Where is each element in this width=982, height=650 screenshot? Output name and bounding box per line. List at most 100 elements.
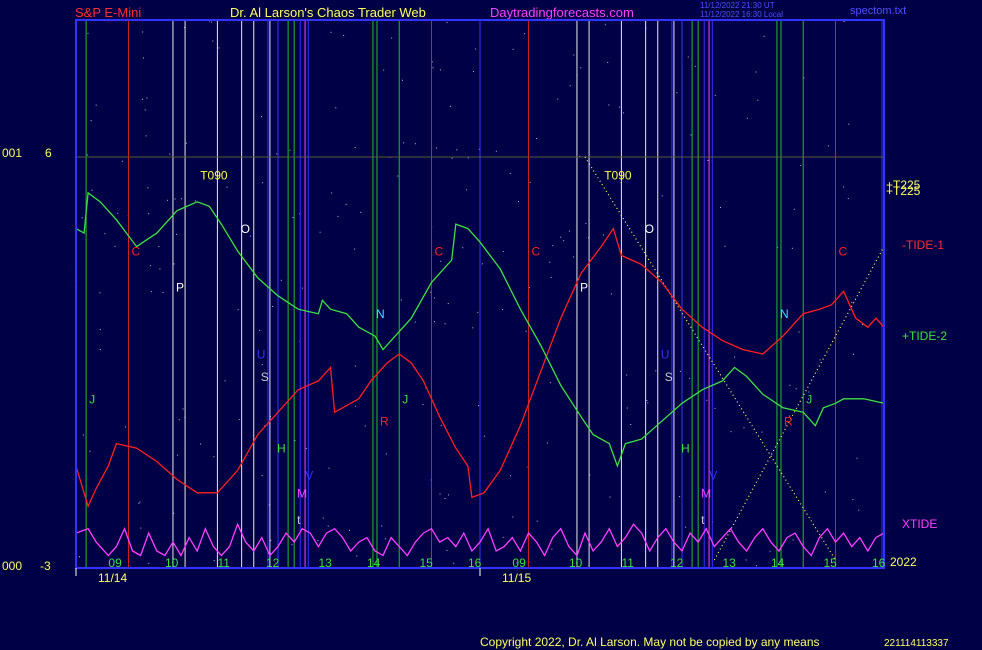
event-label-22: H xyxy=(681,442,690,456)
background-dot xyxy=(90,120,92,122)
background-dot xyxy=(158,246,160,248)
background-dot xyxy=(169,153,171,155)
background-dot xyxy=(724,245,726,247)
background-dot xyxy=(793,208,795,210)
background-dot xyxy=(142,57,144,59)
background-dot xyxy=(481,263,483,265)
background-dot xyxy=(177,454,179,456)
site-link[interactable]: Daytradingforecasts.com xyxy=(490,5,634,20)
background-dot xyxy=(589,474,591,476)
background-dot xyxy=(509,475,511,477)
trend-label-t225-a: +T225 xyxy=(886,178,921,192)
y-bottom-value: -3 xyxy=(40,559,51,573)
hour-tick-label: 09 xyxy=(512,556,526,570)
background-dot xyxy=(769,550,771,552)
background-dot xyxy=(174,198,176,200)
background-dot xyxy=(795,388,797,390)
event-label-10: N xyxy=(376,307,385,321)
background-dot xyxy=(117,212,119,214)
background-dot xyxy=(446,549,448,551)
hour-tick-label: 10 xyxy=(165,556,179,570)
background-dot xyxy=(226,186,228,188)
background-dot xyxy=(440,260,442,262)
background-dot xyxy=(610,293,612,295)
background-dot xyxy=(147,187,149,189)
xtide-line xyxy=(75,522,885,557)
background-dot xyxy=(144,109,146,111)
background-dot xyxy=(524,33,526,35)
background-dot xyxy=(403,142,405,144)
event-label-24: V xyxy=(709,468,717,482)
background-dot xyxy=(609,496,611,498)
event-label-25: M xyxy=(297,486,307,500)
background-dot xyxy=(607,61,609,63)
background-dot xyxy=(301,287,303,289)
trend-line-t225-1 xyxy=(713,246,885,561)
background-dot xyxy=(858,509,860,511)
background-dot xyxy=(184,26,186,28)
event-label-0: T090 xyxy=(200,168,228,182)
background-dot xyxy=(756,565,758,567)
event-label-15: S xyxy=(665,370,673,384)
hour-tick-label: 12 xyxy=(266,556,280,570)
background-dot xyxy=(861,324,863,326)
background-dot xyxy=(798,331,800,333)
hour-tick-label: 11 xyxy=(217,556,230,570)
tide1-line xyxy=(75,227,885,509)
background-dot xyxy=(502,251,504,253)
background-dot xyxy=(604,24,606,26)
background-dot xyxy=(808,391,810,393)
background-dot xyxy=(448,494,450,496)
background-dot xyxy=(626,374,628,376)
background-dot xyxy=(330,31,332,33)
data-file-name: spectom.txt xyxy=(850,5,907,17)
background-dot xyxy=(327,525,329,527)
background-dot xyxy=(573,54,575,56)
series-label-tide1: -TIDE-1 xyxy=(902,238,944,252)
event-label-8: P xyxy=(176,280,184,294)
event-label-12: U xyxy=(257,348,266,362)
background-dot xyxy=(462,247,464,249)
background-dot xyxy=(618,173,620,175)
background-dot xyxy=(502,308,504,310)
event-label-16: J xyxy=(89,392,95,406)
date-label-day2: 11/15 xyxy=(502,571,532,585)
background-dot xyxy=(356,555,358,557)
background-dot xyxy=(803,77,805,79)
background-dot xyxy=(292,216,294,218)
background-dot xyxy=(261,364,263,366)
background-dot xyxy=(679,496,681,498)
background-dot xyxy=(714,94,716,96)
background-dot xyxy=(261,475,263,477)
background-dot xyxy=(819,359,821,361)
background-dot xyxy=(89,450,91,452)
background-dot xyxy=(444,498,446,500)
background-dot xyxy=(843,21,845,23)
y-top-tag: 001 xyxy=(2,146,23,160)
event-label-2: O xyxy=(241,222,250,236)
background-dot xyxy=(580,67,582,69)
event-label-4: C xyxy=(132,245,141,259)
background-dot xyxy=(200,443,202,445)
background-dot xyxy=(453,562,455,564)
background-dot xyxy=(446,22,448,24)
background-dot xyxy=(319,231,321,233)
event-label-14: S xyxy=(261,370,269,384)
background-dot xyxy=(194,200,196,202)
background-dot xyxy=(317,539,319,541)
background-dot xyxy=(121,160,123,162)
background-dot xyxy=(99,349,101,351)
background-dot xyxy=(824,491,826,493)
background-dot xyxy=(630,424,632,426)
background-dot xyxy=(149,265,151,267)
background-dot xyxy=(467,157,469,159)
background-dot xyxy=(456,149,458,151)
background-dot xyxy=(755,71,757,73)
background-dot xyxy=(687,56,689,58)
timestamp-line2: 11/12/2022 16:30 Local xyxy=(700,10,784,19)
background-dot xyxy=(447,303,449,305)
background-dot xyxy=(569,230,571,232)
background-dot xyxy=(676,92,678,94)
background-dot xyxy=(414,321,416,323)
background-dot xyxy=(211,21,213,23)
